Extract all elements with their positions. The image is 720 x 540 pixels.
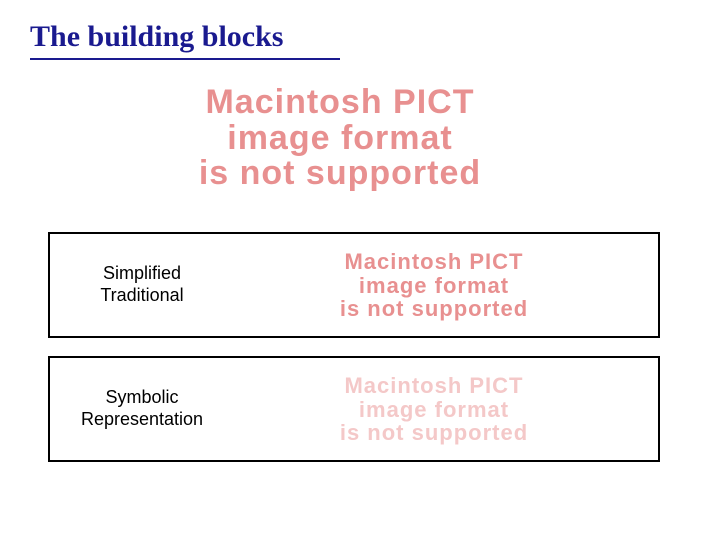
box-label: Simplified Traditional [62, 263, 222, 306]
box-label: Symbolic Representation [62, 387, 222, 430]
slide: The building blocks Macintosh PICT image… [0, 0, 720, 540]
box-symbolic-representation: Symbolic Representation Macintosh PICT i… [48, 356, 660, 462]
pict-error-line: Macintosh PICT [222, 374, 646, 397]
pict-placeholder-box1: Macintosh PICT image format is not suppo… [222, 250, 646, 319]
pict-placeholder-box2: Macintosh PICT image format is not suppo… [222, 374, 646, 443]
label-line: Symbolic [62, 387, 222, 409]
label-line: Traditional [62, 285, 222, 307]
pict-error-line: image format [222, 398, 646, 421]
pict-error-line: is not supported [222, 421, 646, 444]
pict-error-line: is not supported [60, 156, 620, 192]
label-line: Representation [62, 409, 222, 431]
label-line: Simplified [62, 263, 222, 285]
boxes-container: Simplified Traditional Macintosh PICT im… [48, 232, 660, 462]
pict-error-line: is not supported [222, 297, 646, 320]
pict-placeholder-top: Macintosh PICT image format is not suppo… [60, 85, 620, 192]
pict-error-line: image format [60, 121, 620, 157]
pict-error-line: Macintosh PICT [60, 85, 620, 121]
page-title: The building blocks [30, 20, 340, 60]
pict-error-line: Macintosh PICT [222, 250, 646, 273]
box-simplified-traditional: Simplified Traditional Macintosh PICT im… [48, 232, 660, 338]
pict-error-line: image format [222, 274, 646, 297]
